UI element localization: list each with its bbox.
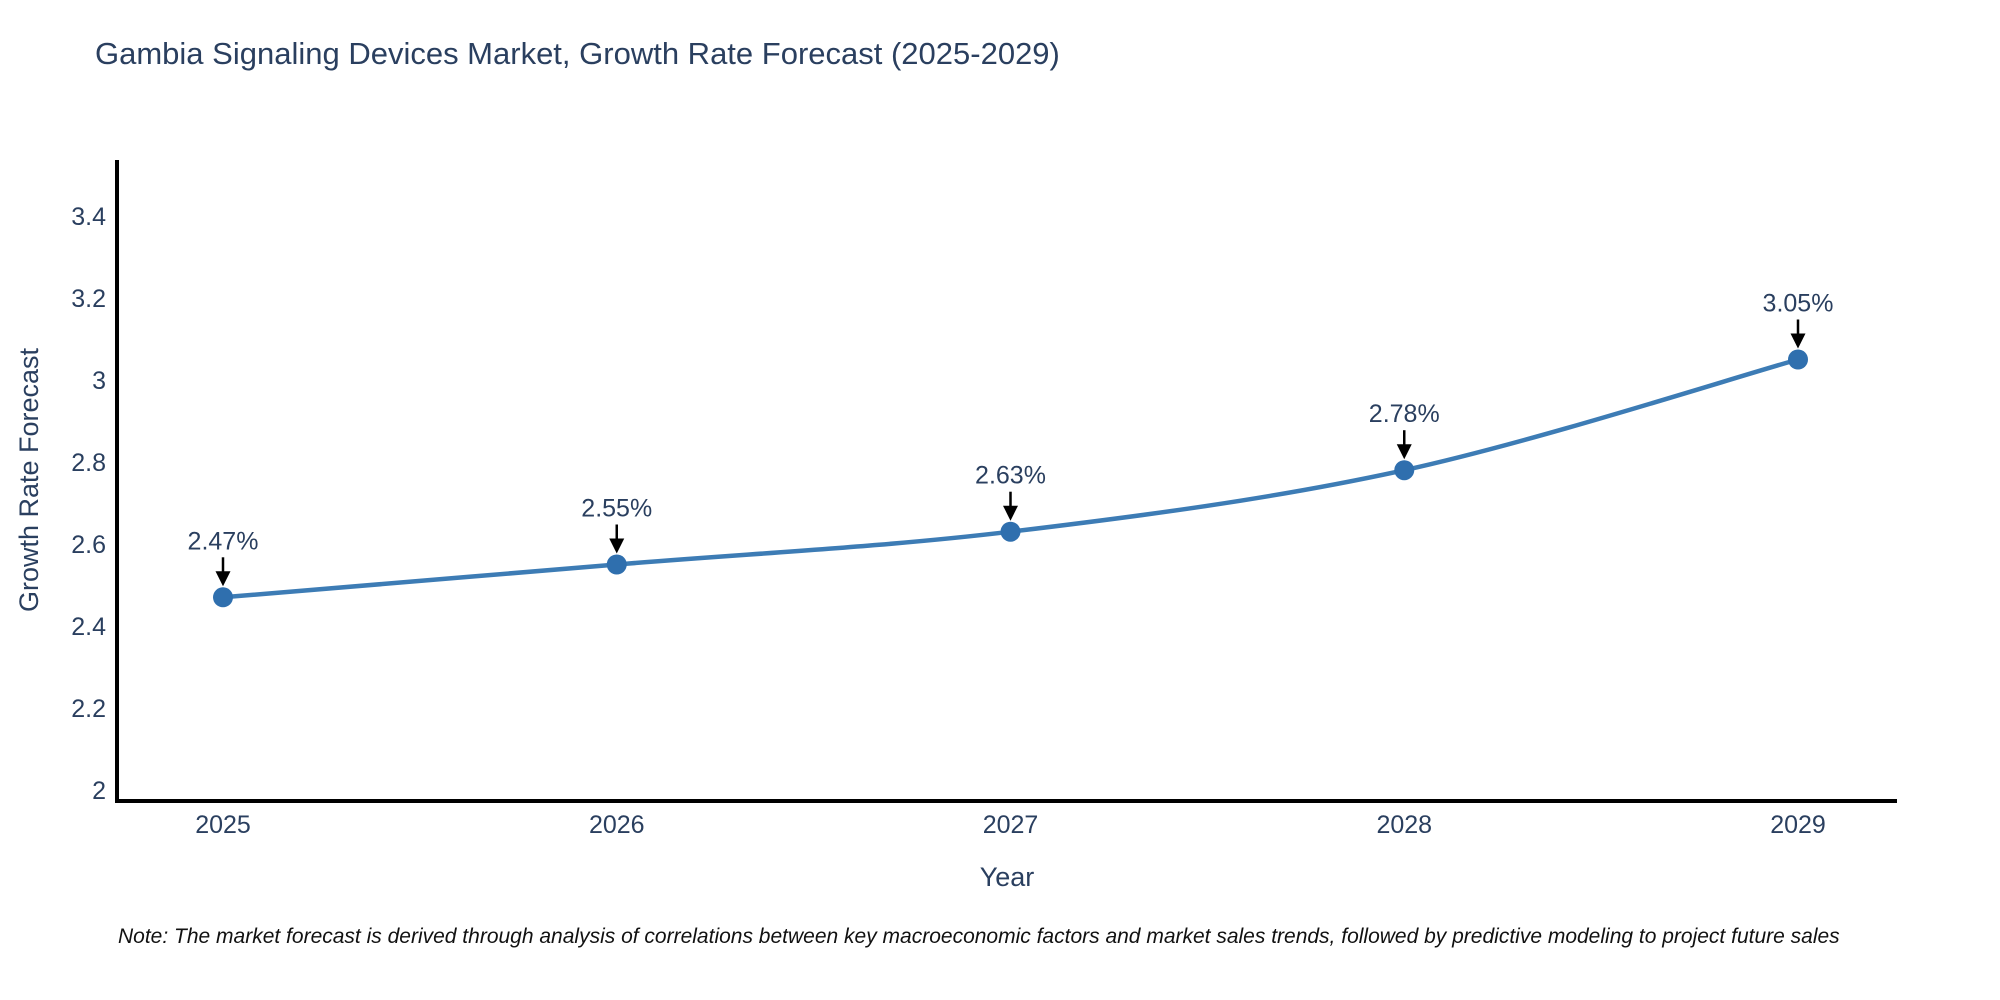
point-value-label: 3.05% [1763, 290, 1834, 318]
annotation-arrowhead [215, 571, 231, 587]
point-value-label: 2.47% [188, 527, 259, 555]
x-tick-label: 2029 [1770, 811, 1826, 839]
y-tick-label: 3 [92, 367, 106, 395]
point-value-label: 2.78% [1369, 400, 1440, 428]
data-point-marker [1000, 521, 1021, 542]
axes-layer: 2 2.2 2.4 2.6 2.8 3 3.2 3.4 2025 2026 2027 2028 2029 [71, 160, 1897, 839]
y-tick-label: 2.8 [71, 449, 106, 477]
data-point-marker [1394, 460, 1415, 481]
point-value-label: 2.63% [975, 462, 1046, 490]
data-point-marker [1788, 349, 1808, 370]
data-point-marker [213, 587, 233, 608]
y-tick-label: 2.6 [71, 531, 106, 559]
x-tick-label: 2028 [1376, 811, 1432, 839]
x-axis-title: Year [980, 862, 1035, 892]
annotation-arrowhead [1003, 505, 1018, 521]
x-tick-label: 2025 [195, 811, 251, 839]
annotation-arrowhead [609, 538, 625, 554]
chart-title: Gambia Signaling Devices Market, Growth … [95, 36, 1060, 71]
y-tick-label: 2.4 [71, 613, 106, 641]
annotation-layer: 2.47% 2.55% 2.63% 2.78% 3.05% [188, 290, 1834, 587]
data-point-marker [606, 554, 627, 575]
annotation-arrowhead [1396, 444, 1412, 460]
y-tick-label: 2 [92, 777, 106, 805]
y-tick-label: 3.4 [71, 203, 106, 231]
y-axis-title: Growth Rate Forecast [14, 347, 44, 612]
y-tick-label: 3.2 [71, 285, 106, 313]
y-tick-label: 2.2 [71, 695, 106, 723]
series-layer [213, 349, 1808, 608]
footnote: Note: The market forecast is derived thr… [118, 925, 1840, 948]
annotation-arrowhead [1790, 333, 1806, 349]
x-tick-label: 2027 [983, 811, 1039, 839]
x-tick-label: 2026 [589, 811, 645, 839]
point-value-label: 2.55% [581, 495, 652, 523]
